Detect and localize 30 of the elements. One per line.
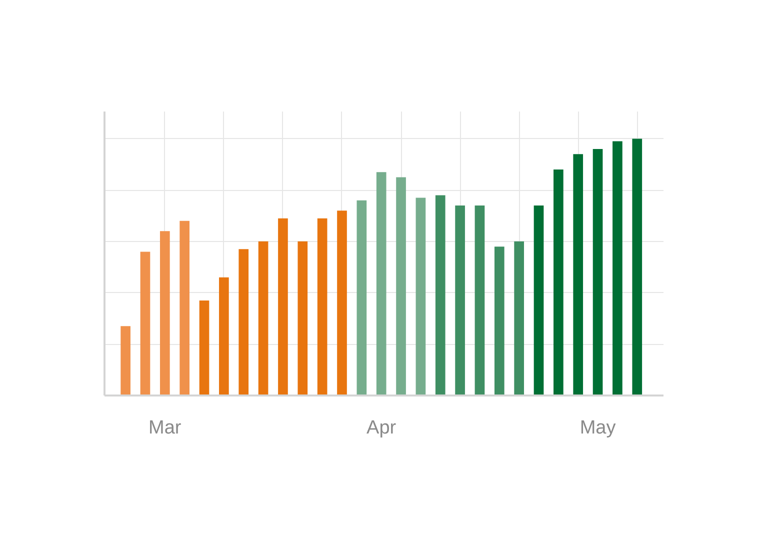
bar: [416, 198, 426, 396]
bar: [592, 148, 603, 396]
x-tick-label: Mar: [148, 418, 182, 438]
bar: [278, 218, 288, 396]
bar: [396, 177, 406, 396]
bar: [514, 241, 524, 396]
bar: [199, 300, 210, 396]
bar: [494, 246, 504, 396]
bar: [258, 241, 268, 396]
x-tick-label: Apr: [366, 418, 397, 438]
bar: [455, 205, 465, 396]
bar: [573, 154, 584, 396]
bar: [632, 138, 642, 396]
bar: [120, 326, 130, 396]
bar: [534, 205, 544, 396]
bar: [356, 200, 367, 396]
bar: [160, 231, 170, 396]
bar: [219, 277, 229, 396]
bar: [474, 205, 485, 396]
bar: [337, 210, 347, 396]
bar: [317, 218, 328, 396]
x-tick-label: May: [580, 418, 616, 438]
bar: [435, 195, 446, 396]
bar: [612, 141, 622, 396]
bar: [554, 170, 564, 396]
bar: [376, 172, 386, 396]
bar: [140, 252, 150, 396]
bar: [238, 249, 249, 396]
bar: [180, 220, 190, 396]
bar: [298, 241, 308, 396]
